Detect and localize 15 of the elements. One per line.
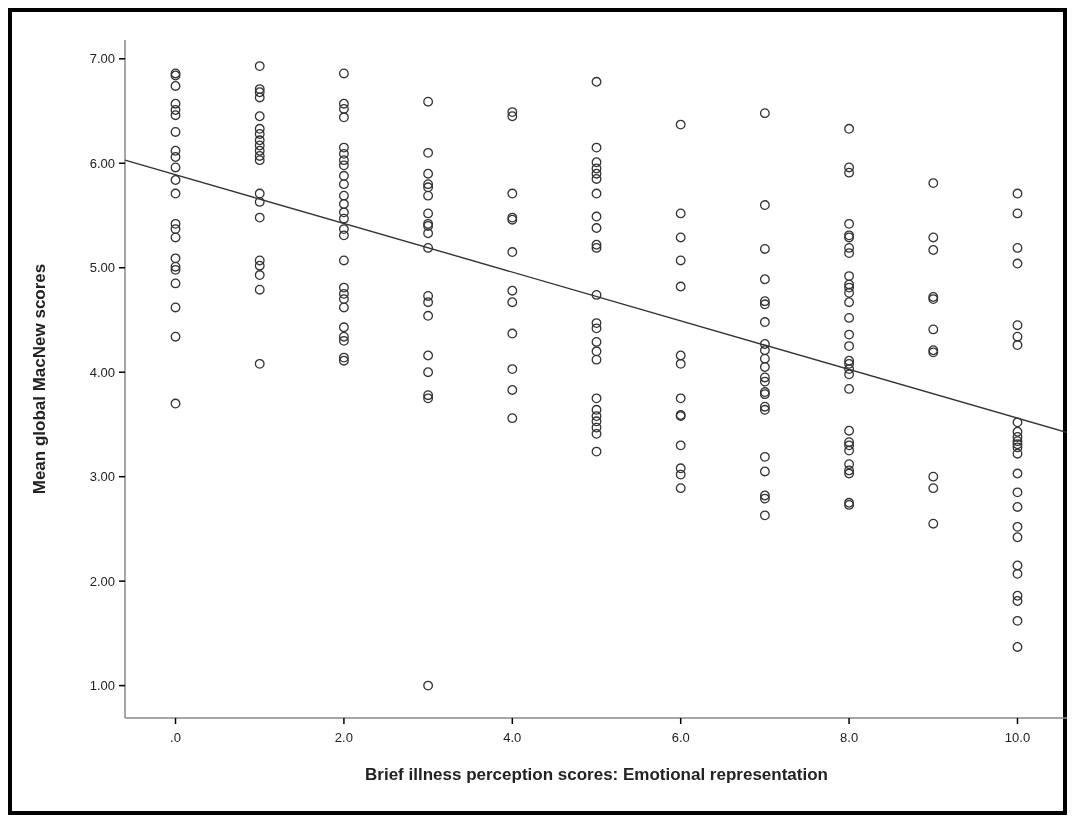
x-tick-label: 2.0 (334, 730, 353, 745)
y-tick-label: 3.00 (89, 469, 115, 485)
x-tick-label: 4.0 (503, 730, 522, 745)
x-tick-label: 10.0 (1004, 730, 1031, 745)
y-tick-label: 2.00 (89, 573, 115, 589)
y-tick-label: 4.00 (89, 364, 115, 380)
x-axis-title: Brief illness perception scores: Emotional representation (365, 765, 828, 784)
x-tick-label: .0 (170, 730, 181, 745)
y-axis-title: Mean global MacNew scores (30, 263, 49, 495)
y-tick-label: 6.00 (89, 155, 115, 171)
x-tick-label: 8.0 (840, 730, 859, 745)
y-tick-label: 7.00 (89, 51, 115, 67)
x-tick-label: 6.0 (671, 730, 690, 745)
y-tick-label: 5.00 (89, 260, 115, 276)
y-tick-label: 1.00 (89, 678, 115, 694)
